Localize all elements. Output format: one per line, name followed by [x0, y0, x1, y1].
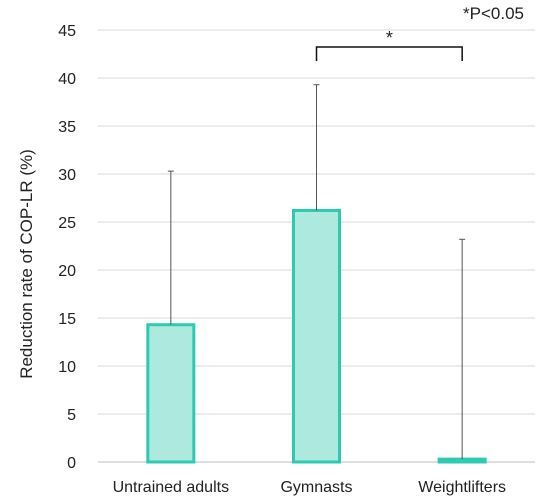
y-tick-label: 15	[58, 311, 76, 328]
category-label: Untrained adults	[113, 479, 230, 496]
y-tick-label: 20	[58, 263, 76, 280]
y-tick-label: 35	[58, 119, 76, 136]
y-tick-label: 0	[67, 455, 76, 472]
y-tick-label: 45	[58, 23, 76, 40]
bar	[146, 323, 196, 464]
significance-bracket: *	[315, 28, 463, 61]
y-axis-ticks: 0 5 10 15 20 25 30 35 40 45	[58, 23, 76, 472]
category-label: Weightlifters	[418, 479, 506, 496]
significance-note: *P<0.05	[463, 4, 524, 23]
y-tick-label: 10	[58, 359, 76, 376]
y-tick-label: 40	[58, 71, 76, 88]
category-labels: Untrained adults Gymnasts Weightlifters	[113, 479, 506, 496]
y-tick-label: 25	[58, 215, 76, 232]
y-tick-label: 30	[58, 167, 76, 184]
bars	[146, 208, 487, 464]
category-label: Gymnasts	[280, 479, 352, 496]
bracket-line	[315, 46, 463, 61]
error-bars	[167, 84, 466, 460]
significance-star: *	[386, 28, 393, 48]
y-axis-title: Reduction rate of COP-LR (%)	[17, 149, 36, 379]
bar	[292, 208, 341, 464]
bar	[437, 457, 487, 464]
y-tick-label: 5	[67, 407, 76, 424]
